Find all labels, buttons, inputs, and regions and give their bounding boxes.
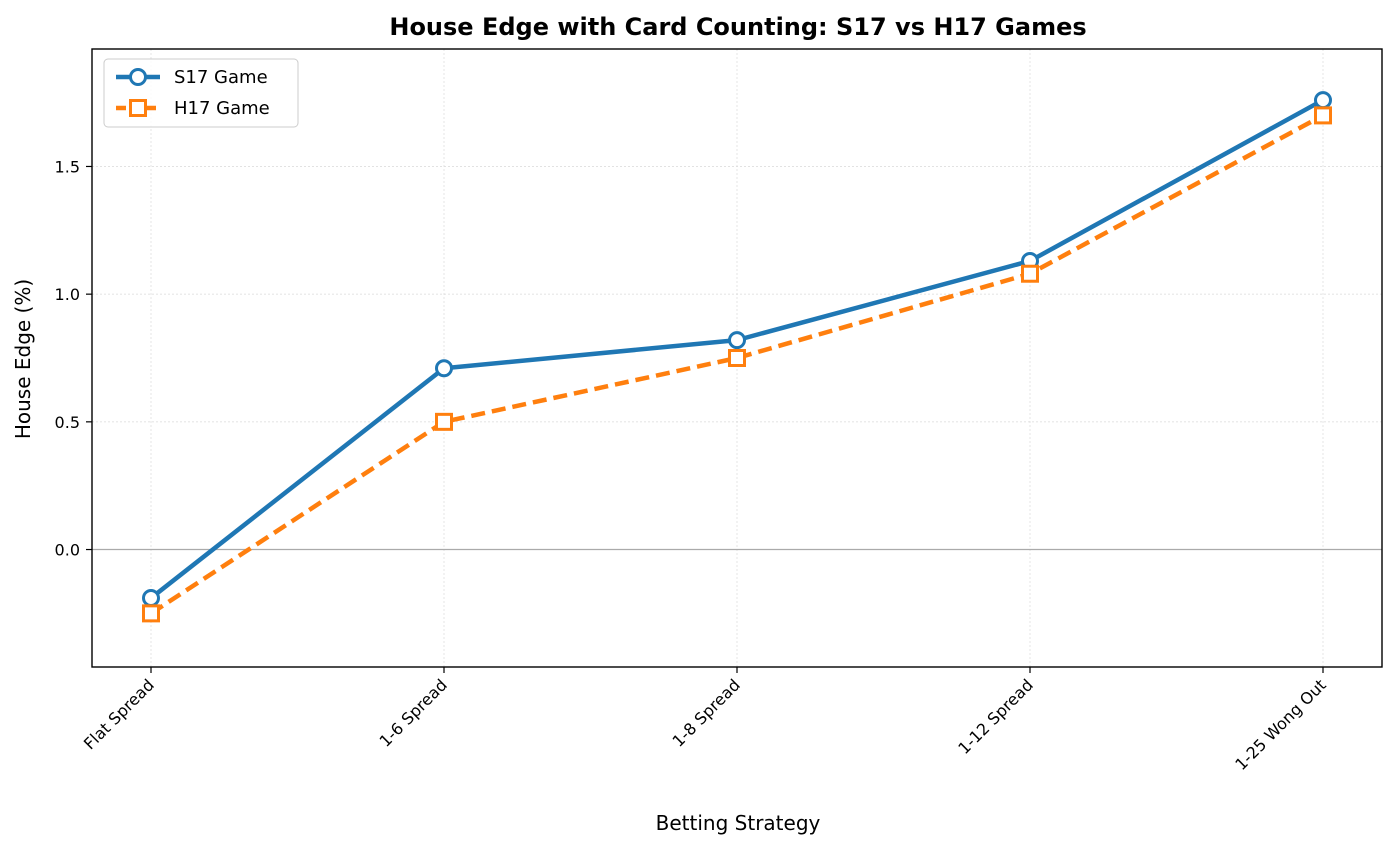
data-point-h17-game	[1314, 106, 1332, 125]
data-point-s17-game	[728, 331, 746, 350]
x-tick-label: 1-25 Wong Out	[1231, 675, 1330, 774]
data-point-s17-game	[435, 359, 453, 378]
x-tick-label: 1-8 Spread	[668, 675, 743, 750]
y-tick-label: 1.5	[55, 157, 80, 176]
data-point-s17-game	[142, 589, 160, 608]
series-group	[142, 91, 1332, 623]
series-line-h17-game	[149, 113, 1325, 616]
x-tick-label: 1-12 Spread	[954, 675, 1037, 758]
x-axis: Flat Spread 1-6 Spread 1-8 Spread 1-12 Spre…	[80, 667, 1330, 774]
y-tick-label: 0.5	[55, 413, 80, 432]
data-point-h17-game	[142, 604, 160, 623]
legend-label-h17-game: H17 Game	[174, 98, 270, 119]
data-point-h17-game	[1021, 264, 1039, 283]
data-point-s17-game	[1314, 91, 1332, 110]
y-tick-label: 1.0	[55, 285, 80, 304]
x-tick-label: 1-6 Spread	[375, 675, 450, 750]
chart-title: House Edge with Card Counting: S17 vs H1…	[389, 13, 1086, 41]
legend-marker-h17-game	[129, 99, 147, 117]
legend: S17 Game H17 Game	[103, 58, 299, 128]
x-axis-label: Betting Strategy	[656, 811, 821, 835]
legend-marker-s17-game	[129, 68, 147, 86]
legend-label-s17-game: S17 Game	[174, 67, 268, 88]
data-point-h17-game	[435, 412, 453, 431]
y-tick-label: 0.0	[55, 541, 80, 560]
data-point-h17-game	[728, 349, 746, 367]
x-tick-label: Flat Spread	[80, 675, 158, 753]
y-axis-label: House Edge (%)	[11, 279, 35, 439]
y-axis: 0.0 0.5 1.0 1.5	[55, 157, 92, 560]
